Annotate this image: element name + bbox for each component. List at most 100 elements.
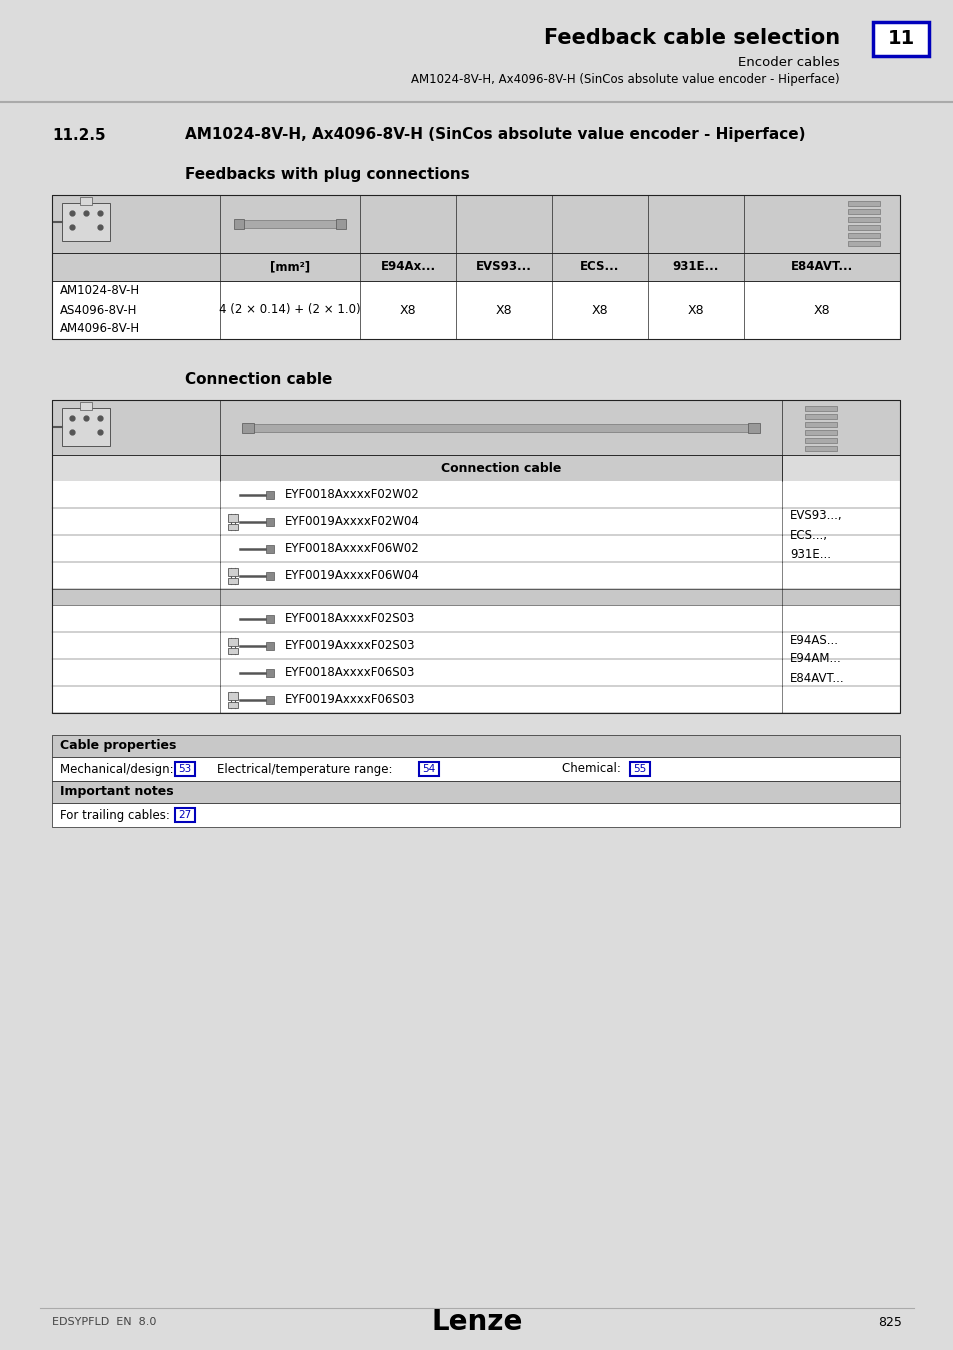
Text: 825: 825 xyxy=(877,1315,901,1328)
Bar xyxy=(847,217,879,221)
Bar xyxy=(52,508,899,535)
Bar xyxy=(266,571,274,579)
Text: [mm²]: [mm²] xyxy=(270,261,310,274)
Text: EYF0019AxxxxF06W04: EYF0019AxxxxF06W04 xyxy=(285,568,419,582)
Bar xyxy=(52,659,899,686)
Text: X8: X8 xyxy=(687,304,703,316)
Text: Feedback cable selection: Feedback cable selection xyxy=(543,28,840,49)
Bar xyxy=(52,605,899,632)
Text: AM1024-8V-H
AS4096-8V-H
AM4096-8V-H: AM1024-8V-H AS4096-8V-H AM4096-8V-H xyxy=(60,285,140,336)
Text: 53: 53 xyxy=(178,764,192,774)
Text: E84AVT...: E84AVT... xyxy=(790,261,852,274)
Bar xyxy=(847,201,879,207)
Bar xyxy=(335,219,346,230)
Text: Connection cable: Connection cable xyxy=(440,462,560,474)
Bar xyxy=(847,234,879,238)
Text: Mechanical/design:: Mechanical/design: xyxy=(60,763,177,775)
Bar xyxy=(242,423,253,432)
Text: EYF0018AxxxxF06W02: EYF0018AxxxxF06W02 xyxy=(285,541,419,555)
Text: Important notes: Important notes xyxy=(60,786,173,798)
Text: X8: X8 xyxy=(496,304,512,316)
Text: EYF0019AxxxxF02W04: EYF0019AxxxxF02W04 xyxy=(285,514,419,528)
Bar xyxy=(228,637,237,645)
Text: For trailing cables:: For trailing cables: xyxy=(60,809,173,822)
Bar xyxy=(52,782,899,803)
Text: 931E...: 931E... xyxy=(672,261,719,274)
Bar xyxy=(804,414,836,418)
Bar xyxy=(80,402,91,410)
Bar xyxy=(52,632,899,659)
Text: EYF0019AxxxxF06S03: EYF0019AxxxxF06S03 xyxy=(285,693,416,706)
Bar xyxy=(872,22,928,55)
Text: EYF0018AxxxxF02W02: EYF0018AxxxxF02W02 xyxy=(285,487,419,501)
Text: EYF0018AxxxxF02S03: EYF0018AxxxxF02S03 xyxy=(285,612,415,625)
Bar xyxy=(52,686,899,713)
Text: AM1024-8V-H, Ax4096-8V-H (SinCos absolute value encoder - Hiperface): AM1024-8V-H, Ax4096-8V-H (SinCos absolut… xyxy=(411,73,840,85)
Text: EVS93...: EVS93... xyxy=(476,261,532,274)
Bar xyxy=(52,535,899,562)
Bar xyxy=(250,424,751,432)
Text: X8: X8 xyxy=(591,304,608,316)
Text: 54: 54 xyxy=(422,764,436,774)
Text: 11: 11 xyxy=(886,30,914,49)
Bar xyxy=(847,209,879,215)
Bar xyxy=(804,406,836,410)
Bar xyxy=(174,761,194,776)
Bar xyxy=(266,490,274,498)
Bar xyxy=(52,194,899,252)
Text: Encoder cables: Encoder cables xyxy=(738,55,840,69)
Bar xyxy=(52,281,899,339)
Bar xyxy=(266,668,274,676)
Text: E94Ax...: E94Ax... xyxy=(380,261,436,274)
Text: Feedbacks with plug connections: Feedbacks with plug connections xyxy=(185,167,469,182)
Bar xyxy=(52,400,899,713)
Bar xyxy=(804,437,836,443)
Text: Cable properties: Cable properties xyxy=(60,740,176,752)
Bar xyxy=(52,481,899,508)
Bar xyxy=(52,252,899,281)
Bar xyxy=(418,761,438,776)
Text: EYF0018AxxxxF06S03: EYF0018AxxxxF06S03 xyxy=(285,666,415,679)
Bar xyxy=(62,408,110,446)
Text: 55: 55 xyxy=(633,764,646,774)
Bar xyxy=(266,544,274,552)
Bar xyxy=(266,695,274,703)
Bar xyxy=(804,446,836,451)
Bar xyxy=(52,400,899,455)
Bar xyxy=(228,524,237,529)
Text: 11.2.5: 11.2.5 xyxy=(52,127,106,143)
Bar xyxy=(52,757,899,782)
Bar xyxy=(847,242,879,246)
Bar xyxy=(228,702,237,707)
Text: Chemical:: Chemical: xyxy=(561,763,624,775)
Bar xyxy=(233,219,244,230)
Text: EVS93...,
ECS...,
931E...: EVS93..., ECS..., 931E... xyxy=(789,509,841,560)
Bar xyxy=(52,803,899,828)
Bar xyxy=(228,691,237,699)
Text: EYF0019AxxxxF02S03: EYF0019AxxxxF02S03 xyxy=(285,639,416,652)
Bar xyxy=(804,431,836,435)
Text: X8: X8 xyxy=(813,304,829,316)
Bar xyxy=(228,578,237,583)
Bar xyxy=(52,589,899,605)
Bar xyxy=(220,455,781,481)
Text: ECS...: ECS... xyxy=(579,261,619,274)
Bar xyxy=(266,641,274,649)
Bar xyxy=(80,197,91,205)
Text: X8: X8 xyxy=(399,304,416,316)
Bar xyxy=(62,202,110,242)
Text: Lenze: Lenze xyxy=(431,1308,522,1336)
Bar xyxy=(228,648,237,653)
Bar xyxy=(52,734,899,757)
Bar xyxy=(228,513,237,521)
Bar xyxy=(629,761,649,776)
Text: 27: 27 xyxy=(178,810,192,819)
Bar xyxy=(0,0,953,105)
Text: 4 (2 × 0.14) + (2 × 1.0): 4 (2 × 0.14) + (2 × 1.0) xyxy=(219,304,360,316)
Text: E94AS...
E94AM...
E84AVT...: E94AS... E94AM... E84AVT... xyxy=(789,633,843,684)
Bar xyxy=(240,220,339,228)
Bar xyxy=(52,562,899,589)
Bar xyxy=(847,225,879,230)
Bar xyxy=(266,614,274,622)
Text: Electrical/temperature range:: Electrical/temperature range: xyxy=(216,763,395,775)
